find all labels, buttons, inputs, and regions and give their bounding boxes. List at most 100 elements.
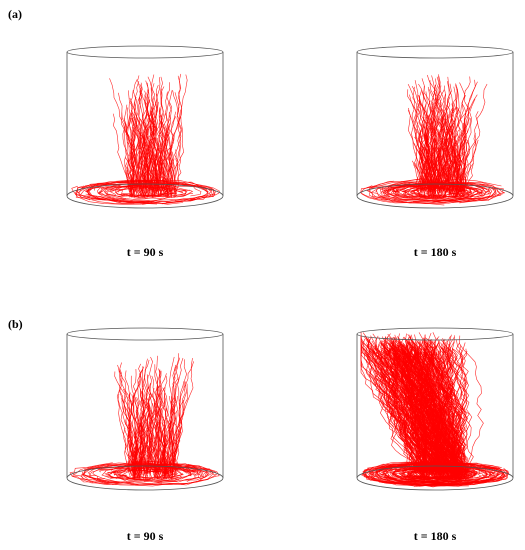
streamline (125, 123, 136, 198)
streamline (400, 347, 424, 478)
streamline (443, 339, 466, 478)
streamline (162, 89, 173, 195)
streamline (134, 164, 144, 198)
streamline (391, 343, 450, 480)
streamline (436, 115, 442, 197)
streamline (424, 136, 433, 191)
frame-caption: t = 90 s (127, 245, 164, 259)
streamline (135, 139, 147, 192)
streamline (454, 89, 459, 195)
streamline (84, 186, 153, 203)
streamline (171, 149, 179, 192)
streamline (392, 336, 467, 480)
streamline (414, 357, 439, 480)
streamline (117, 364, 136, 479)
streamline (117, 192, 187, 200)
streamline (158, 463, 210, 485)
streamline (131, 82, 150, 196)
streamline (155, 157, 166, 194)
streamline (127, 393, 137, 481)
streamline (366, 342, 440, 479)
streamline (432, 101, 445, 193)
streamline (432, 187, 479, 200)
streamline (129, 97, 145, 198)
streamline (377, 352, 424, 473)
streamline (161, 74, 188, 195)
streamline (154, 469, 177, 479)
streamline (124, 370, 149, 477)
streamline (360, 353, 423, 475)
streamline (130, 117, 137, 197)
streamline (100, 461, 217, 474)
streamline (173, 75, 183, 191)
streamline (425, 353, 467, 474)
streamline (167, 361, 194, 477)
streamline (97, 183, 144, 198)
streamline (432, 85, 442, 197)
streamline (462, 83, 488, 192)
streamline (396, 341, 434, 475)
streamline (386, 183, 420, 199)
streamline (134, 416, 137, 476)
streamline (372, 333, 439, 479)
streamline (392, 185, 424, 198)
panel-label: (a) (8, 7, 22, 21)
streamline (75, 190, 184, 205)
streamline (420, 127, 426, 193)
streamline (160, 421, 167, 473)
streamline (80, 474, 197, 486)
streamline (154, 364, 161, 480)
streamline (367, 337, 423, 473)
streamline (159, 118, 172, 195)
streamline (172, 90, 182, 196)
streamline (360, 346, 423, 475)
streamline (147, 86, 165, 196)
streamline (152, 107, 164, 198)
streamline (459, 335, 484, 474)
tank-view (66, 327, 224, 491)
frame-caption: t = 180 s (414, 245, 457, 259)
streamline (403, 351, 429, 480)
streamline (137, 87, 147, 193)
frame-caption: t = 180 s (414, 529, 457, 543)
streamline (163, 353, 179, 480)
streamline (365, 462, 413, 484)
streamline (139, 84, 159, 197)
streamline (418, 94, 437, 196)
streamline (453, 160, 463, 196)
streamline (414, 188, 490, 202)
streamline (138, 423, 148, 473)
streamline (463, 98, 476, 197)
streamline (458, 82, 470, 193)
streamline (99, 183, 160, 195)
tank-top (66, 45, 224, 59)
streamline (131, 96, 142, 198)
tank-view (66, 45, 224, 209)
streamline (452, 157, 459, 197)
streamline (419, 135, 427, 198)
streamline (424, 334, 466, 476)
streamline (447, 467, 492, 483)
streamline (166, 109, 185, 198)
streamline (80, 184, 135, 204)
streamline (126, 439, 136, 475)
streamline (442, 126, 450, 195)
streamline (434, 187, 474, 200)
streamline (408, 191, 479, 201)
tank-view (356, 45, 514, 209)
frame-caption: t = 90 s (127, 529, 164, 543)
streamline (364, 467, 455, 487)
streamline (381, 194, 503, 205)
tank-top (356, 45, 514, 59)
streamline (143, 411, 150, 479)
streamline (415, 152, 428, 194)
streamline (121, 112, 147, 196)
streamline (463, 464, 505, 484)
streamline (448, 151, 458, 197)
streamline (101, 470, 158, 482)
streamline (160, 124, 169, 197)
streamline (392, 467, 419, 482)
streamline (360, 331, 432, 479)
streamline (139, 435, 146, 473)
